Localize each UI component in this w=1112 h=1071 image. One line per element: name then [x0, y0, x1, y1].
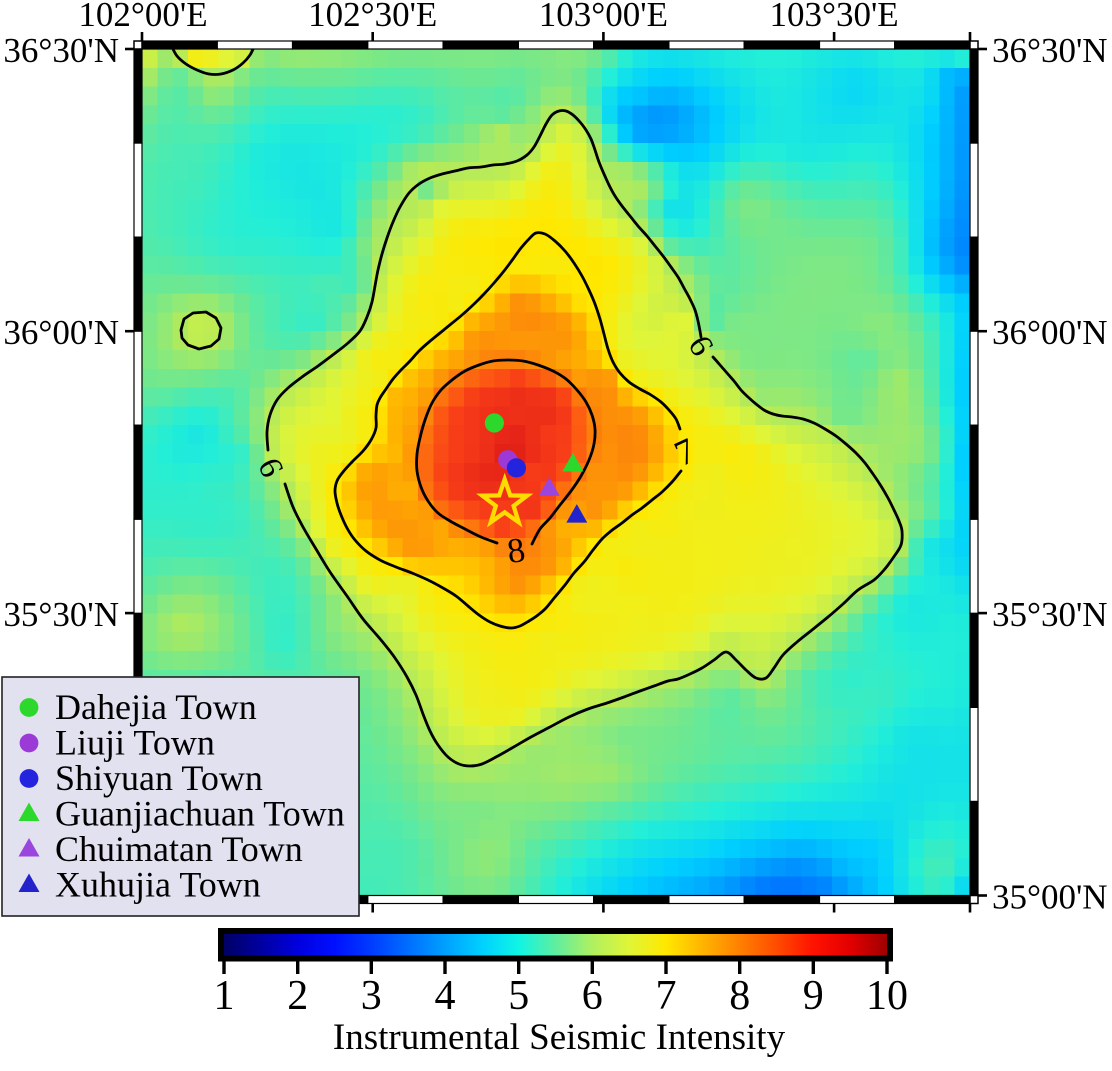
svg-text:36°00'N: 36°00'N [992, 313, 1108, 352]
svg-text:Shiyuan Town: Shiyuan Town [55, 758, 263, 798]
svg-text:3: 3 [361, 973, 382, 1019]
svg-text:36°00'N: 36°00'N [3, 313, 119, 352]
svg-text:9: 9 [803, 973, 824, 1019]
svg-text:1: 1 [214, 973, 235, 1019]
svg-text:35°30'N: 35°30'N [3, 595, 119, 634]
svg-text:102°00'E: 102°00'E [78, 0, 207, 34]
svg-text:102°30'E: 102°30'E [308, 0, 437, 34]
svg-text:103°30'E: 103°30'E [770, 0, 899, 34]
svg-text:7: 7 [656, 973, 677, 1019]
svg-text:Chuimatan Town: Chuimatan Town [55, 829, 303, 869]
svg-text:Instrumental Seismic Intensity: Instrumental Seismic Intensity [333, 1017, 786, 1058]
svg-text:5: 5 [508, 973, 529, 1019]
svg-text:Guanjiachuan Town: Guanjiachuan Town [55, 794, 345, 834]
svg-text:35°30'N: 35°30'N [992, 595, 1108, 634]
svg-text:8: 8 [729, 973, 750, 1019]
svg-text:Xuhujia Town: Xuhujia Town [55, 865, 261, 905]
svg-text:103°00'E: 103°00'E [539, 0, 668, 34]
svg-text:35°00'N: 35°00'N [992, 878, 1108, 917]
svg-text:36°30'N: 36°30'N [3, 31, 119, 70]
svg-text:4: 4 [435, 973, 456, 1019]
svg-text:6: 6 [582, 973, 603, 1019]
svg-text:Dahejia Town: Dahejia Town [55, 687, 257, 727]
svg-text:8: 8 [505, 530, 528, 571]
svg-text:10: 10 [866, 973, 908, 1019]
svg-text:36°30'N: 36°30'N [992, 31, 1108, 70]
svg-text:2: 2 [287, 973, 308, 1019]
svg-text:Liuji Town: Liuji Town [55, 723, 215, 763]
